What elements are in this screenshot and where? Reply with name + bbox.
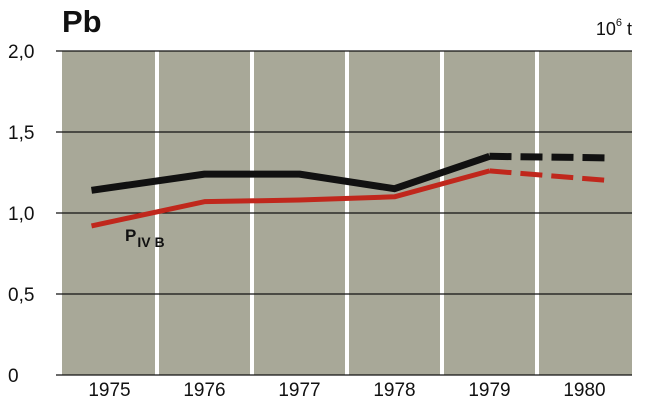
series-line	[90, 168, 491, 229]
unit-base: 10	[595, 19, 616, 39]
series-label-pivb: PIV B	[125, 226, 165, 250]
y-tick-label: 2,0	[8, 42, 34, 63]
y-tick-label: 1,0	[8, 204, 34, 225]
y-tick-label: 1,5	[8, 123, 34, 144]
series-line-projection	[489, 152, 610, 162]
series-line	[91, 152, 491, 194]
x-tick-label: 1978	[373, 380, 415, 401]
y-tick-label: 0	[8, 366, 19, 387]
unit-exponent: 6	[615, 17, 622, 29]
series-line-projection	[489, 168, 610, 184]
x-tick-label: 1976	[183, 380, 225, 401]
unit-label: 106 t	[595, 17, 632, 40]
y-tick-label: 0,5	[8, 285, 34, 306]
unit-suffix: t	[626, 19, 632, 39]
x-tick-label: 1979	[468, 380, 510, 401]
x-tick-label: 1977	[278, 380, 320, 401]
chart-title: Pb	[62, 4, 102, 39]
series-label-sub: IV B	[137, 234, 165, 250]
x-tick-label: 1975	[88, 380, 130, 401]
series-label-main: P	[125, 226, 137, 245]
x-tick-label: 1980	[563, 380, 605, 401]
